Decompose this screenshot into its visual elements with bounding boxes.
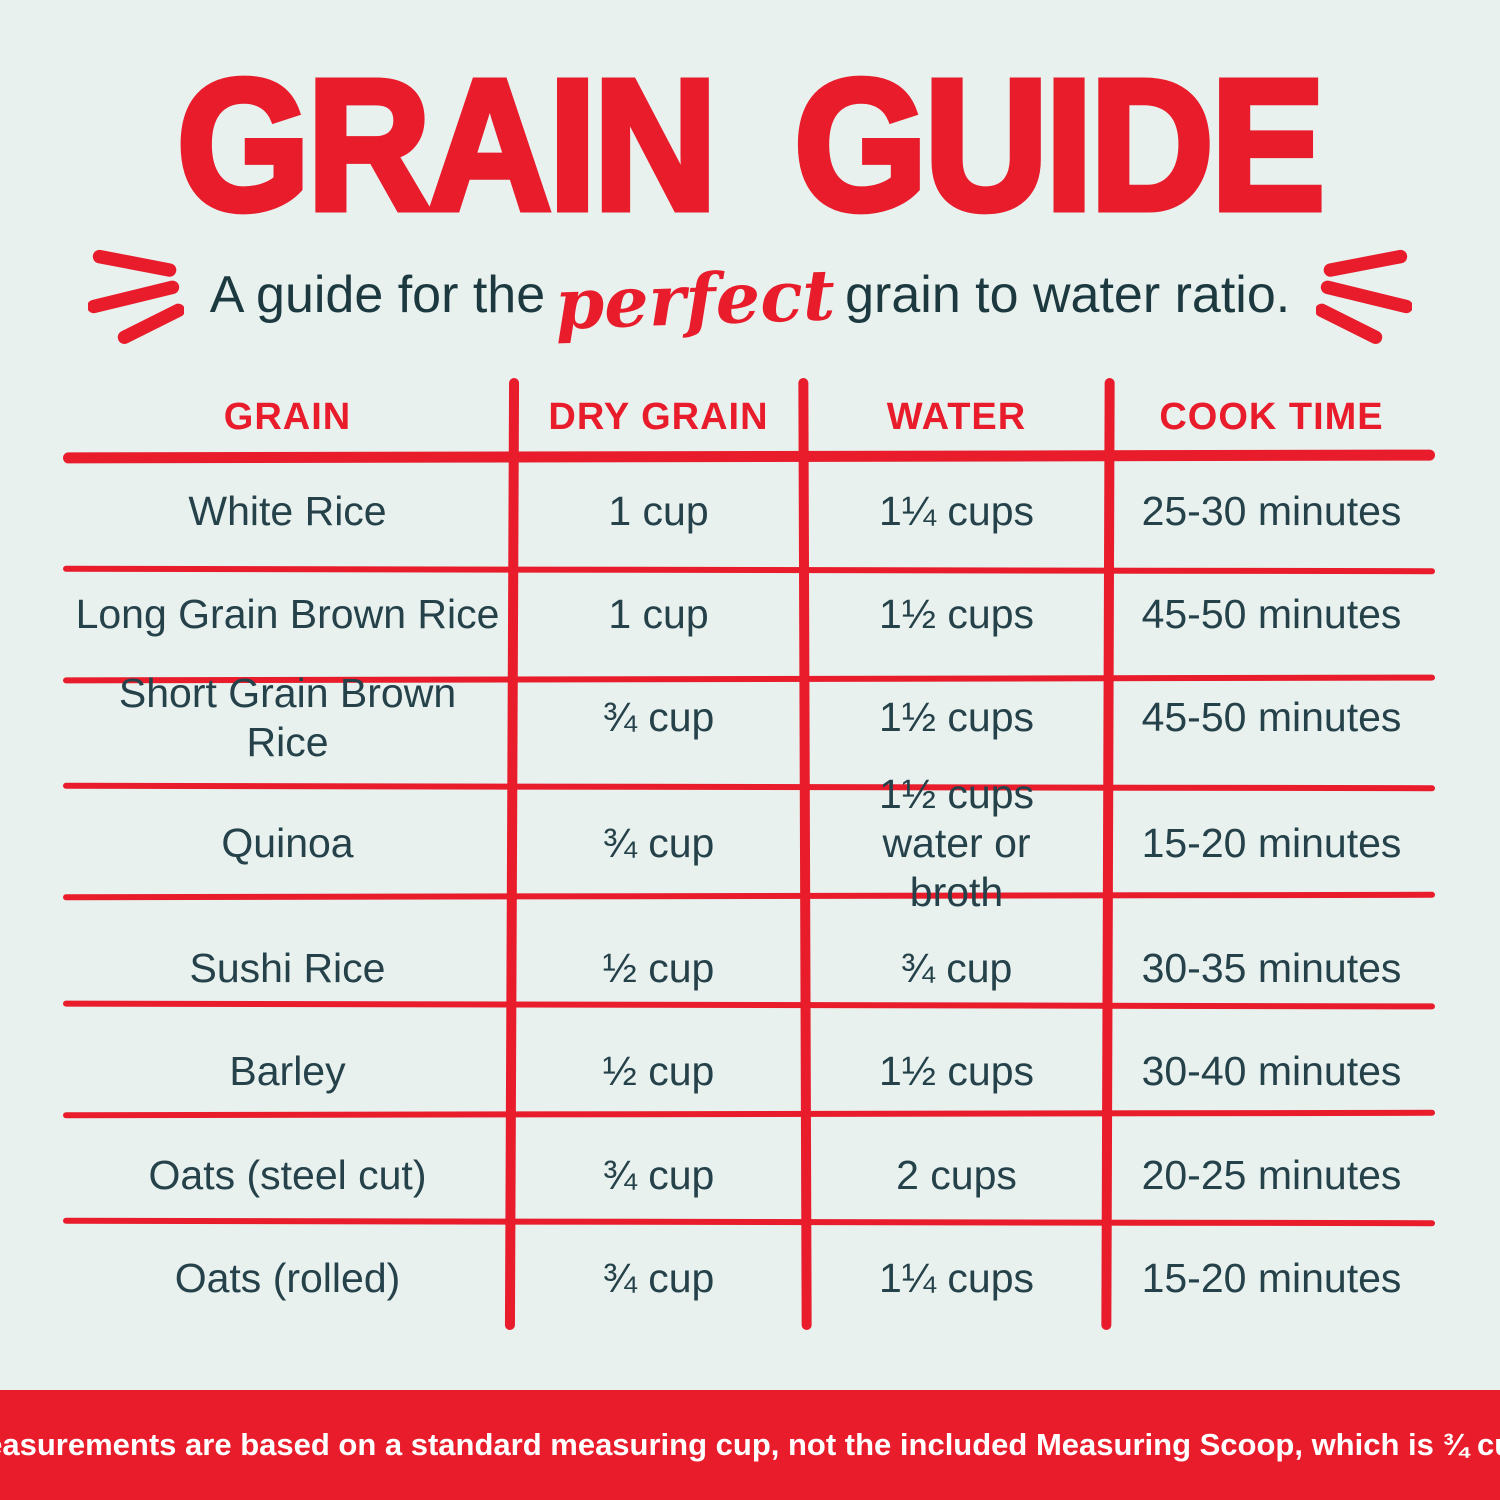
cell-water: 1½ cups water or broth: [879, 770, 1034, 915]
cell-water: 1½ cups: [879, 694, 1034, 741]
table-body: White Rice 1 cup 1¼ cups 25-30 minutes L…: [63, 460, 1435, 1330]
cell-cook-time: 45-50 minutes: [1141, 694, 1402, 741]
cell-grain: Long Grain Brown Rice: [75, 591, 500, 638]
cell-grain: Oats (steel cut): [148, 1151, 427, 1198]
footer-note-text: Measurements are based on a standard mea…: [0, 1427, 1500, 1462]
cell-water: 2 cups: [896, 1151, 1017, 1198]
grain-table: GRAIN DRY GRAIN WATER COOK TIME White Ri…: [62, 377, 1436, 1331]
cell-dry-grain: ½ cup: [602, 1048, 715, 1095]
cell-grain: Sushi Rice: [189, 945, 386, 992]
column-header-cook-time: COOK TIME: [1159, 395, 1384, 438]
subtitle-row: A guide for the perfect grain to water rat…: [0, 235, 1500, 355]
table-row: Oats (steel cut) ¾ cup 2 cups 20-25 minu…: [63, 1124, 1435, 1227]
page-title: GRAIN GUIDE: [0, 28, 1500, 263]
cell-dry-grain: ¾ cup: [602, 1254, 715, 1301]
subtitle-prefix: A guide for the: [209, 266, 546, 324]
cell-cook-time: 20-25 minutes: [1141, 1151, 1402, 1198]
table-row: Barley ½ cup 1½ cups 30-40 minutes: [63, 1020, 1435, 1123]
cell-water: 1½ cups: [879, 1048, 1034, 1095]
column-header-grain: GRAIN: [223, 395, 352, 438]
cell-dry-grain: ¾ cup: [602, 1151, 715, 1198]
table-row: Sushi Rice ½ cup ¾ cup 30-35 minutes: [63, 917, 1435, 1020]
cell-cook-time: 15-20 minutes: [1141, 1254, 1402, 1301]
cell-cook-time: 25-30 minutes: [1141, 488, 1402, 534]
subtitle-highlight-word: perfect: [553, 252, 837, 346]
cell-water: 1½ cups: [879, 591, 1034, 638]
cell-water: 1¼ cups: [879, 1254, 1034, 1301]
table-row: White Rice 1 cup 1¼ cups 25-30 minutes: [63, 460, 1435, 563]
cell-water: 1¼ cups: [879, 488, 1034, 534]
cell-cook-time: 30-35 minutes: [1141, 945, 1402, 992]
emphasis-burst-right-icon: [1316, 249, 1413, 344]
emphasis-burst-left-icon: [87, 249, 184, 344]
column-header-dry-grain: DRY GRAIN: [548, 395, 769, 438]
cell-dry-grain: ½ cup: [602, 945, 715, 992]
cell-grain: White Rice: [188, 488, 387, 534]
subtitle-suffix: grain to water ratio.: [845, 266, 1291, 324]
page-title-text: GRAIN GUIDE: [174, 41, 1329, 249]
cell-grain: Barley: [229, 1048, 346, 1095]
cell-cook-time: 45-50 minutes: [1141, 591, 1402, 638]
cell-grain: Oats (rolled): [174, 1254, 401, 1301]
cell-dry-grain: ¾ cup: [602, 819, 715, 866]
table-row: Quinoa ¾ cup 1½ cups water or broth 15-2…: [63, 770, 1435, 918]
table-header-row: GRAIN DRY GRAIN WATER COOK TIME: [63, 378, 1435, 456]
column-header-water: WATER: [886, 395, 1027, 438]
cell-water: ¾ cup: [900, 945, 1013, 992]
table-row: Oats (rolled) ¾ cup 1¼ cups 15-20 minute…: [63, 1227, 1435, 1330]
cell-dry-grain: 1 cup: [608, 591, 709, 638]
cell-grain: Quinoa: [221, 819, 354, 866]
cell-dry-grain: 1 cup: [608, 488, 709, 534]
cell-cook-time: 30-40 minutes: [1141, 1048, 1402, 1095]
footer-note-bar: Measurements are based on a standard mea…: [0, 1390, 1500, 1500]
table-row: Long Grain Brown Rice 1 cup 1½ cups 45-5…: [63, 563, 1435, 666]
cell-cook-time: 15-20 minutes: [1141, 819, 1402, 866]
cell-dry-grain: ¾ cup: [602, 694, 715, 741]
cell-grain: Short Grain Brown Rice: [118, 669, 457, 765]
table-row: Short Grain Brown Rice ¾ cup 1½ cups 45-…: [63, 666, 1435, 769]
subtitle-text: A guide for the perfect grain to water rat…: [209, 253, 1291, 346]
